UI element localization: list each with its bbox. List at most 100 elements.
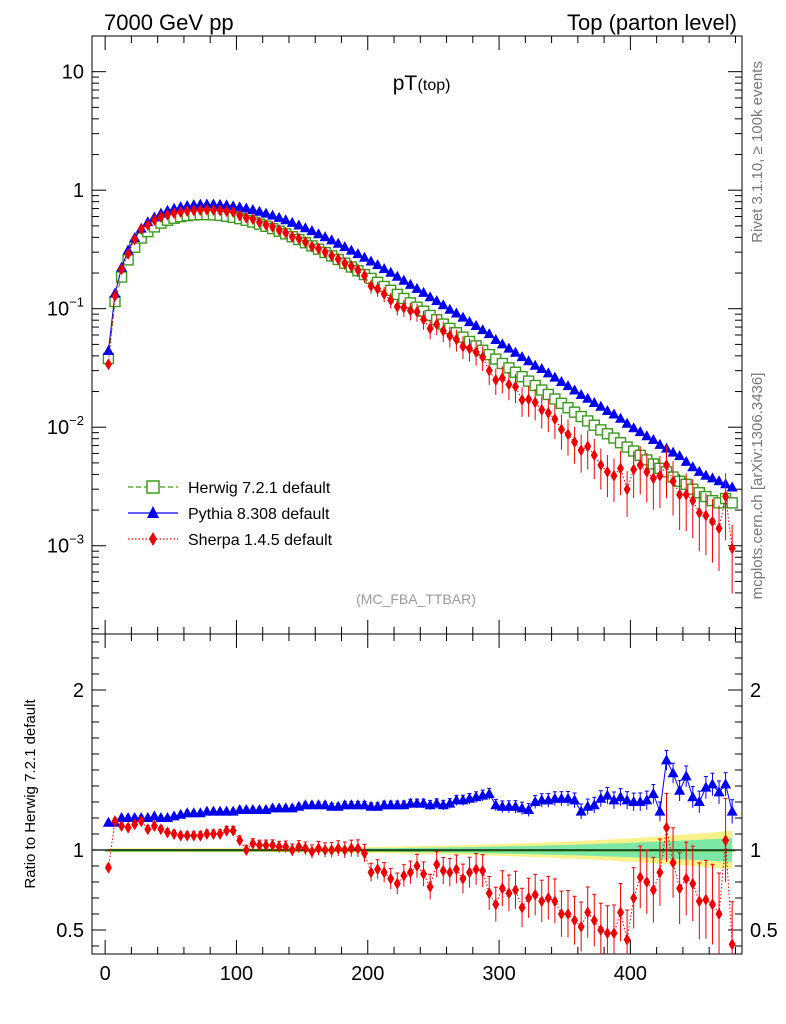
ratio-point-sherpa bbox=[702, 893, 710, 906]
ratio-point-sherpa bbox=[708, 898, 716, 911]
ratio-point-sherpa bbox=[498, 882, 506, 895]
main-point-pythia bbox=[549, 371, 561, 382]
ratio-point-sherpa bbox=[288, 844, 296, 856]
main-point-sherpa bbox=[196, 204, 204, 217]
main-point-pythia bbox=[562, 380, 574, 391]
main-point-pythia bbox=[227, 200, 239, 211]
ratio-point-sherpa bbox=[177, 829, 185, 842]
ratio-point-sherpa bbox=[728, 938, 736, 951]
ratio-point-sherpa bbox=[124, 821, 132, 834]
main-point-pythia bbox=[365, 255, 377, 266]
main-series-sherpa bbox=[104, 203, 736, 594]
xtick-label: 400 bbox=[614, 963, 647, 985]
main-point-pythia bbox=[240, 202, 252, 213]
legend-marker-pythia bbox=[147, 506, 159, 518]
ratio-point-sherpa bbox=[111, 815, 119, 828]
main-point-sherpa bbox=[544, 406, 552, 419]
main-point-sherpa bbox=[466, 342, 474, 355]
main-point-pythia bbox=[496, 338, 508, 349]
main-point-sherpa bbox=[347, 260, 355, 273]
main-point-sherpa bbox=[676, 488, 684, 501]
main-point-sherpa bbox=[590, 449, 598, 462]
main-point-pythia bbox=[280, 214, 292, 225]
main-point-sherpa bbox=[229, 205, 237, 218]
main-point-pythia bbox=[483, 328, 495, 339]
main-point-pythia bbox=[582, 392, 594, 403]
ratio-point-pythia bbox=[523, 804, 535, 814]
main-point-sherpa bbox=[630, 463, 638, 476]
main-point-pythia bbox=[667, 446, 679, 457]
ratio-uncertainty-band bbox=[92, 830, 742, 870]
main-point-sherpa bbox=[393, 300, 401, 313]
ratio-point-sherpa bbox=[682, 872, 690, 885]
main-point-pythia bbox=[608, 408, 620, 419]
ratio-point-sherpa bbox=[262, 839, 270, 852]
ratio-point-sherpa bbox=[505, 887, 513, 900]
ratio-point-sherpa bbox=[597, 924, 605, 936]
main-point-pythia bbox=[450, 307, 462, 318]
main-point-pythia bbox=[234, 201, 246, 212]
main-point-sherpa bbox=[400, 301, 408, 314]
ratio-point-pythia bbox=[621, 794, 633, 805]
ratio-point-sherpa bbox=[295, 840, 303, 853]
ratio-point-sherpa bbox=[223, 824, 231, 837]
main-point-sherpa bbox=[531, 396, 539, 409]
ratio-point-pythia bbox=[687, 791, 699, 802]
main-point-pythia bbox=[470, 319, 482, 330]
ratio-point-sherpa bbox=[196, 829, 204, 842]
main-point-sherpa bbox=[597, 459, 605, 472]
ratio-point-sherpa bbox=[328, 844, 336, 856]
main-point-pythia bbox=[680, 455, 692, 466]
ratio-point-sherpa bbox=[157, 823, 165, 836]
ratio-point-sherpa bbox=[321, 844, 329, 856]
main-point-sherpa bbox=[242, 211, 250, 224]
legend-label-herwig: Herwig 7.2.1 default bbox=[188, 480, 331, 497]
ratio-point-sherpa bbox=[249, 837, 257, 850]
main-point-pythia bbox=[437, 299, 449, 310]
ratio-point-sherpa bbox=[722, 834, 730, 847]
main-point-pythia bbox=[332, 237, 344, 248]
legend-label-sherpa: Sherpa 1.4.5 default bbox=[188, 532, 333, 549]
ratio-ytick-label-left: 2 bbox=[73, 680, 84, 702]
ratio-point-pythia bbox=[720, 778, 732, 789]
ratio-point-sherpa bbox=[525, 892, 533, 904]
ratio-point-sherpa bbox=[479, 864, 487, 877]
main-point-sherpa bbox=[170, 207, 178, 220]
ratio-point-sherpa bbox=[472, 863, 480, 876]
main-point-pythia bbox=[569, 384, 581, 395]
main-point-sherpa bbox=[387, 294, 395, 307]
main-point-pythia bbox=[615, 412, 627, 423]
main-point-pythia bbox=[674, 450, 686, 461]
ratio-point-pythia bbox=[569, 794, 581, 805]
main-point-sherpa bbox=[275, 224, 283, 237]
main-point-pythia bbox=[273, 211, 285, 222]
ratio-point-sherpa bbox=[538, 895, 546, 908]
ratio-series bbox=[102, 750, 738, 954]
ratio-point-pythia bbox=[641, 794, 653, 805]
ratio-point-pythia bbox=[148, 810, 160, 821]
ratio-ytick-label-right: 0.5 bbox=[750, 920, 778, 942]
main-point-sherpa bbox=[308, 240, 316, 253]
ratio-point-pythia bbox=[706, 778, 718, 789]
plot-title: pT bbox=[393, 72, 418, 95]
main-point-sherpa bbox=[479, 351, 487, 364]
main-point-pythia bbox=[345, 244, 357, 255]
ratio-point-pythia bbox=[608, 794, 620, 805]
main-point-sherpa bbox=[643, 465, 651, 478]
main-point-pythia bbox=[490, 333, 502, 344]
main-point-sherpa bbox=[295, 232, 303, 245]
ratio-frame bbox=[91, 633, 743, 955]
main-point-sherpa bbox=[564, 428, 572, 441]
legend-label-pythia: Pythia 8.308 default bbox=[188, 506, 330, 523]
xtick-label: 300 bbox=[482, 963, 515, 985]
ratio-point-sherpa bbox=[229, 824, 237, 837]
main-point-pythia bbox=[221, 199, 233, 210]
main-point-pythia bbox=[713, 475, 725, 486]
ratio-point-sherpa bbox=[577, 920, 585, 933]
main-point-herwig bbox=[726, 497, 738, 509]
main-point-pythia bbox=[286, 216, 298, 227]
main-point-sherpa bbox=[104, 358, 112, 371]
main-point-sherpa bbox=[715, 522, 723, 535]
ratio-point-sherpa bbox=[590, 914, 598, 927]
